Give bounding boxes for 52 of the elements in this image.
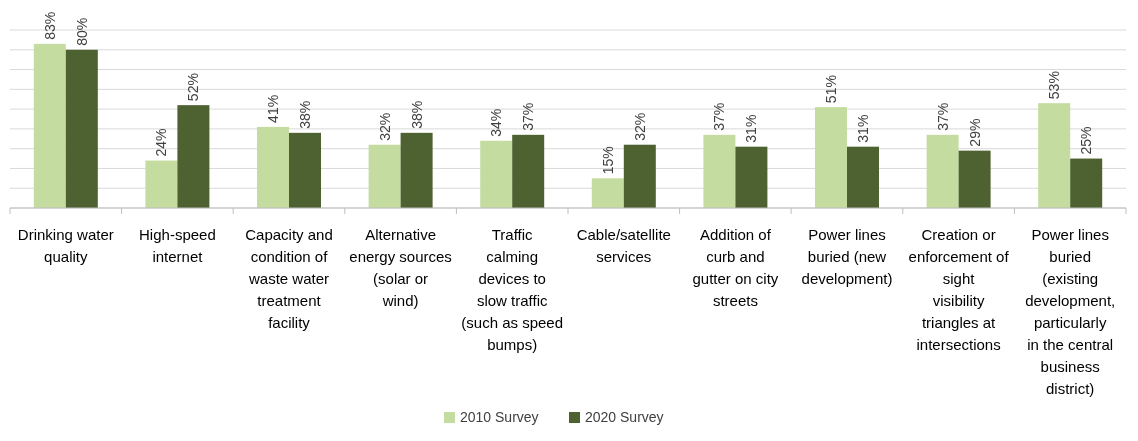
x-tick-label: High-speed internet [139,226,216,265]
data-label: 52% [185,73,202,102]
x-tick-label: Capacity and condition of waste water treatment facility [245,226,333,331]
x-tick-label: Traffic calming devices to slow traffic (such as speed bumps) [461,226,564,353]
x-tick-label: Power lines buried (existing development, particularly in the central business district) [1025,226,1116,397]
x-tick-label: Creation or enforcement of sight visibility triangles at intersections [908,226,1010,353]
x-tick-label: Cable/satellite services [576,226,671,265]
x-tick-label: Drinking water quality [17,226,114,265]
bar [480,140,513,208]
bar [847,146,879,208]
bar [1070,158,1103,208]
legend-label: 2020 Survey [585,409,664,425]
bar [400,132,433,208]
x-tick-label: Power lines buried (new development) [801,226,893,287]
bar [958,150,991,208]
data-label: 37% [711,102,728,131]
bar [145,160,178,208]
data-label: 15% [599,146,616,175]
bar [815,107,847,208]
data-label: 51% [823,75,839,104]
data-label: 32% [376,112,393,141]
bar [926,134,959,208]
bar [368,144,401,208]
data-label: 31% [743,114,760,143]
data-label: 37% [520,102,537,131]
bar [257,126,289,208]
data-label: 38% [408,100,425,129]
data-label: 41% [265,94,281,123]
bar [735,146,768,208]
legend-label: 2010 Survey [460,409,539,425]
bar [289,132,321,208]
bar [1038,103,1071,208]
bar [591,178,624,208]
x-tick-label: Addition of curb and gutter on city streets [692,226,779,309]
data-label: 32% [631,112,648,141]
bar [65,49,98,208]
data-label: 38% [297,100,313,129]
data-label: 29% [966,118,983,147]
bar [177,105,210,208]
data-label: 24% [153,128,170,157]
data-label: 83% [41,11,58,40]
data-label: 53% [1046,71,1063,100]
bar [703,134,736,208]
x-tick-label: Alternative energy sources (solar or wind) [349,226,452,309]
data-label: 25% [1078,126,1095,155]
bar [512,134,545,208]
data-label: 34% [488,108,505,137]
data-label: 31% [855,114,871,143]
data-label: 80% [73,17,90,46]
bar [623,144,656,208]
bar [33,43,66,208]
data-label: 37% [934,102,951,131]
